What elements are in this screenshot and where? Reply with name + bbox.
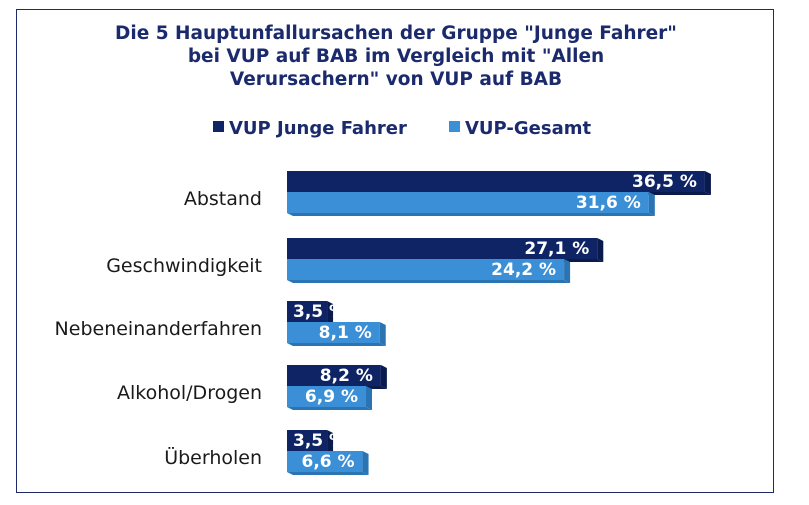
bars-group: Abstand 36,5 %31,6 % Geschwindigkeit 27,1 %… <box>55 171 711 475</box>
bar-bottom <box>287 213 655 216</box>
bar-side <box>362 451 369 475</box>
category-label: Nebeneinanderfahren <box>55 318 262 340</box>
legend-swatch-junge-fahrer <box>213 121 224 132</box>
bar-bottom <box>287 472 369 475</box>
data-label: 36,5 % <box>632 172 697 192</box>
bar-side <box>366 386 373 410</box>
category-label: Abstand <box>184 188 262 210</box>
bar-gesamt <box>287 451 363 472</box>
data-label: 6,6 % <box>301 452 354 472</box>
category-label: Alkohol/Drogen <box>117 382 262 404</box>
bar-bottom <box>287 280 571 283</box>
bar-side <box>379 322 386 346</box>
chart-title-line-2: bei VUP auf BAB im Vergleich mit "Allen <box>187 46 605 67</box>
data-label: 31,6 % <box>576 193 641 213</box>
bar-gesamt <box>287 259 565 280</box>
legend-label-junge-fahrer: VUP Junge Fahrer <box>229 118 407 139</box>
bar-bottom <box>287 343 386 346</box>
bar-side <box>380 365 387 389</box>
chart-title-line-3: Verursachern" von VUP auf BAB <box>229 69 563 90</box>
bar-side <box>564 259 571 283</box>
data-label: 8,1 % <box>319 323 372 343</box>
data-label: 3,5 % <box>293 302 346 322</box>
bar-side <box>704 171 711 195</box>
chart-frame: Die 5 Hauptunfallursachen der Gruppe "Ju… <box>16 9 774 493</box>
bar-side <box>648 192 655 216</box>
bar-side <box>327 430 334 454</box>
legend-label-gesamt: VUP-Gesamt <box>465 118 591 139</box>
bar-side <box>597 238 604 262</box>
category-label: Überholen <box>164 446 262 469</box>
bar-junge-fahrer <box>287 365 381 386</box>
data-label: 3,5 % <box>293 431 346 451</box>
bar-junge-fahrer <box>287 238 598 259</box>
legend: VUP Junge Fahrer VUP-Gesamt <box>213 118 591 139</box>
bar-bottom <box>287 407 373 410</box>
chart-title: Die 5 Hauptunfallursachen der Gruppe "Ju… <box>17 22 775 91</box>
data-label: 24,2 % <box>491 260 556 280</box>
bar-gesamt <box>287 386 367 407</box>
bar-junge-fahrer <box>287 301 328 322</box>
data-label: 8,2 % <box>320 366 373 386</box>
bar-gesamt <box>287 322 380 343</box>
legend-swatch-gesamt <box>449 121 460 132</box>
chart-title-line-1: Die 5 Hauptunfallursachen der Gruppe "Ju… <box>115 23 677 44</box>
data-label: 27,1 % <box>524 239 589 259</box>
category-label: Geschwindigkeit <box>106 255 262 277</box>
bar-junge-fahrer <box>287 171 705 192</box>
bar-side <box>327 301 334 325</box>
bar-junge-fahrer <box>287 430 328 451</box>
bar-gesamt <box>287 192 649 213</box>
data-label: 6,9 % <box>305 387 358 407</box>
